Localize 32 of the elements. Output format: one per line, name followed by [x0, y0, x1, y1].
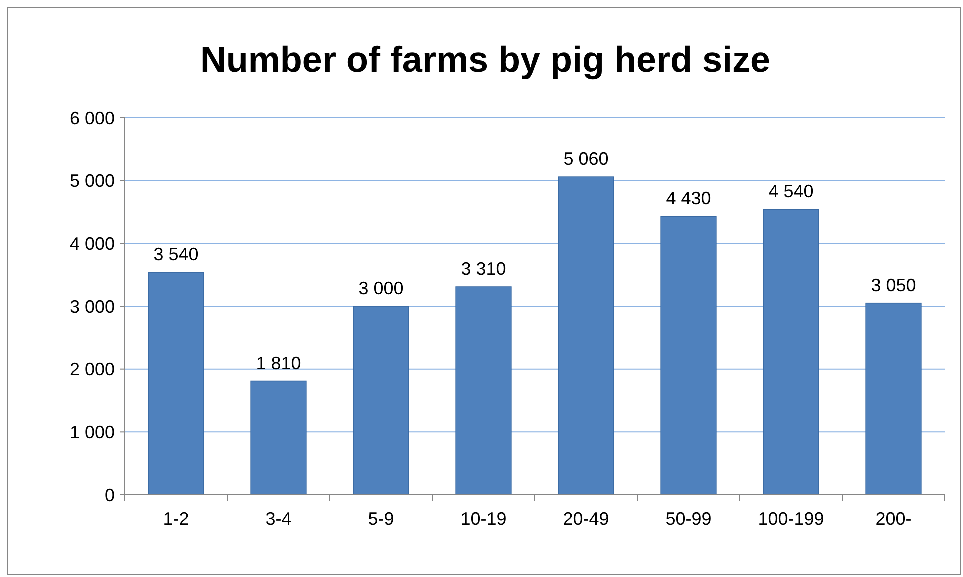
bar: [250, 380, 307, 496]
y-tick-label: 3 000: [70, 296, 115, 317]
y-tick-label: 6 000: [70, 108, 115, 128]
data-label: 5 060: [564, 149, 609, 170]
bar: [866, 302, 922, 496]
data-label: 3 000: [358, 278, 404, 298]
data-label: 1 810: [256, 353, 302, 374]
bar: [353, 306, 410, 496]
x-tick-label: 50-99: [666, 509, 712, 529]
x-tick-label: 10-19: [460, 509, 507, 529]
x-tick-label: 1-2: [163, 509, 190, 529]
x-tick-label: 100-199: [758, 509, 824, 529]
y-tick-label: 4 000: [70, 234, 115, 254]
data-label: 3 050: [871, 275, 916, 296]
x-tick-label: 3-4: [266, 509, 292, 529]
x-tick-label: 5-9: [368, 509, 394, 529]
bar: [148, 272, 204, 496]
bar: [456, 286, 512, 496]
y-tick-label: 1 000: [70, 422, 115, 442]
x-tick-label: 20-49: [563, 509, 610, 529]
data-label: 4 430: [666, 188, 712, 209]
y-tick-label: 0: [104, 485, 115, 506]
data-label: 3 310: [461, 259, 506, 280]
y-tick-label: 2 000: [70, 360, 115, 380]
bar: [558, 176, 614, 496]
y-tick-label: 5 000: [70, 171, 115, 192]
bar: [660, 216, 717, 496]
x-tick-label: 200-: [876, 509, 912, 529]
bar: [763, 209, 820, 496]
data-label: 4 540: [768, 182, 814, 202]
data-label: 3 540: [154, 244, 199, 265]
chart-title: Number of farms by pig herd size: [200, 39, 771, 80]
